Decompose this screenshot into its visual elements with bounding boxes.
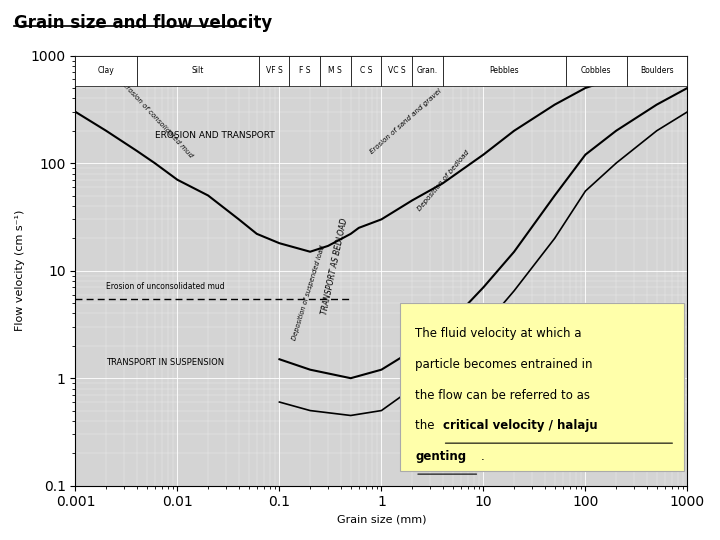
Bar: [627, 56, 688, 86]
Text: VF S: VF S: [266, 66, 282, 75]
Text: F S: F S: [299, 66, 310, 75]
Bar: [76, 56, 137, 86]
Text: the flow can be referred to as: the flow can be referred to as: [415, 388, 590, 402]
Text: critical velocity / halaju: critical velocity / halaju: [443, 420, 598, 433]
Text: Deposition of bedload: Deposition of bedload: [416, 149, 471, 212]
FancyBboxPatch shape: [400, 303, 685, 471]
Text: Grain size and flow velocity: Grain size and flow velocity: [14, 14, 273, 31]
Y-axis label: Flow velocity (cm s⁻¹): Flow velocity (cm s⁻¹): [15, 210, 25, 332]
Text: the: the: [415, 420, 438, 433]
Text: genting: genting: [415, 450, 467, 463]
Text: .: .: [481, 450, 485, 463]
Text: TRANSPORT AS BEDLOAD: TRANSPORT AS BEDLOAD: [320, 217, 349, 315]
Text: Erosion of unconsolidated mud: Erosion of unconsolidated mud: [106, 282, 225, 291]
Text: Erosion of consolidated mud: Erosion of consolidated mud: [121, 82, 194, 159]
Text: particle becomes entrained in: particle becomes entrained in: [415, 357, 593, 370]
Bar: [412, 56, 443, 86]
Text: C S: C S: [360, 66, 372, 75]
Bar: [566, 56, 627, 86]
Bar: [351, 56, 382, 86]
Bar: [443, 56, 566, 86]
Text: Erosion of sand and gravel: Erosion of sand and gravel: [369, 87, 442, 154]
Text: VC S: VC S: [388, 66, 405, 75]
Text: EROSION AND TRANSPORT: EROSION AND TRANSPORT: [155, 131, 274, 140]
Text: Cobbles: Cobbles: [581, 66, 611, 75]
Bar: [289, 56, 320, 86]
Text: Boulders: Boulders: [641, 66, 674, 75]
Text: TRANSPORT IN SUSPENSION: TRANSPORT IN SUSPENSION: [106, 358, 224, 367]
Text: Gran.: Gran.: [417, 66, 438, 75]
Text: Pebbles: Pebbles: [490, 66, 519, 75]
Bar: [259, 56, 289, 86]
Text: Clay: Clay: [98, 66, 114, 75]
Text: DEPOSITION: DEPOSITION: [443, 402, 498, 410]
Bar: [320, 56, 351, 86]
X-axis label: Grain size (mm): Grain size (mm): [337, 515, 426, 525]
Bar: [137, 56, 259, 86]
Bar: [382, 56, 412, 86]
Text: M S: M S: [328, 66, 342, 75]
Text: The fluid velocity at which a: The fluid velocity at which a: [415, 327, 582, 340]
Text: Deposition of suspended load: Deposition of suspended load: [291, 245, 326, 341]
Text: Silt: Silt: [192, 66, 204, 75]
